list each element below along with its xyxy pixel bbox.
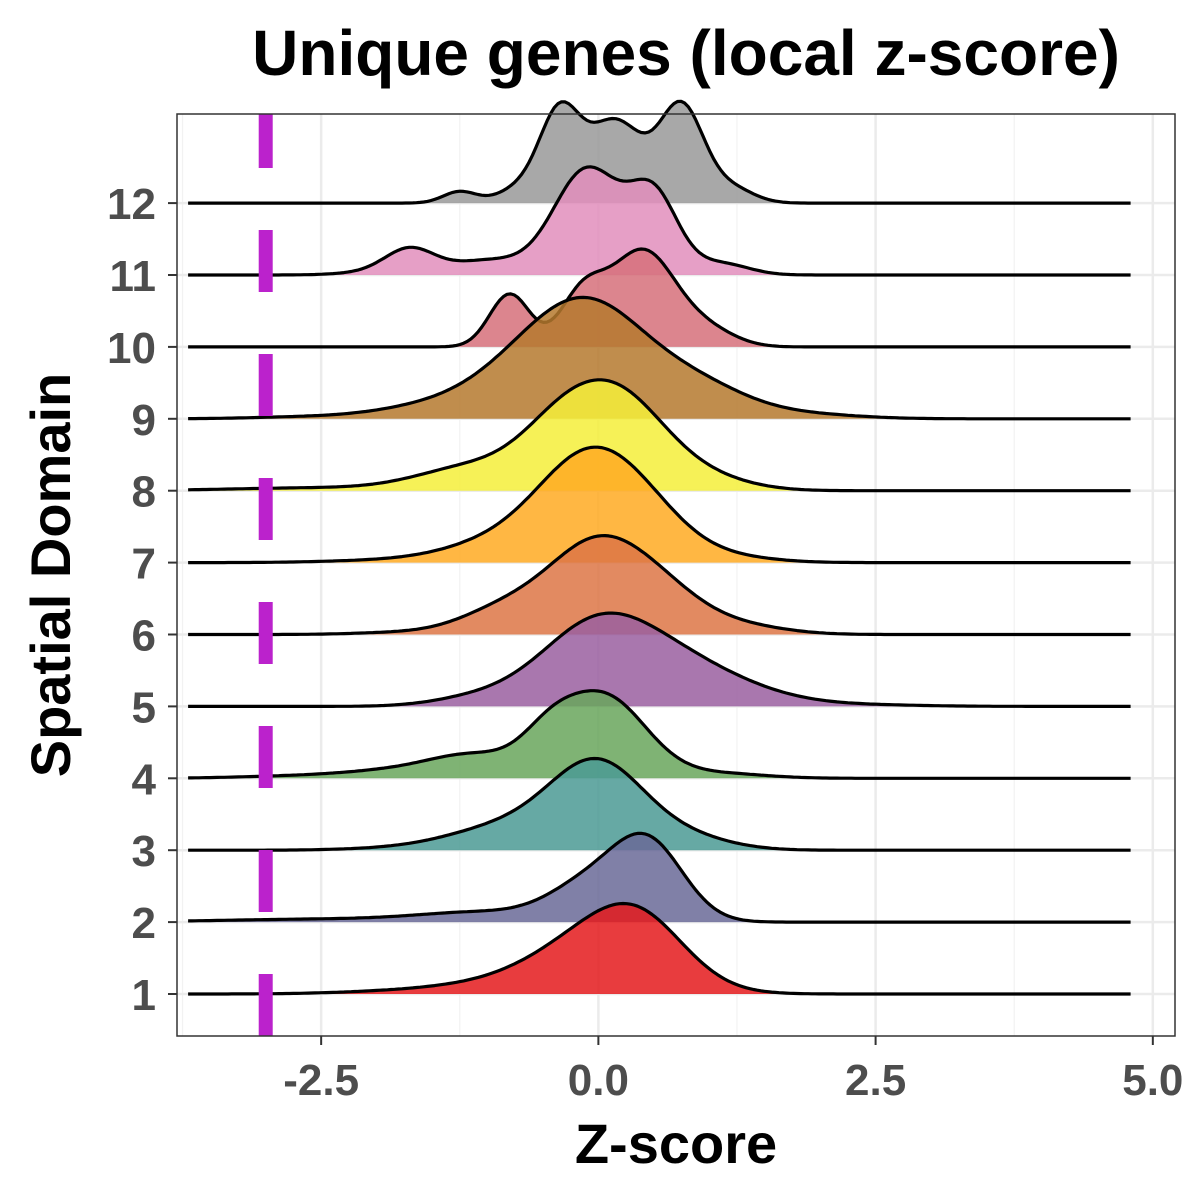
ridge-line-5 [188,611,1131,708]
ridge-line-3 [188,756,1131,852]
ridge-line-10 [188,247,1131,349]
y-tick-label: 7 [132,540,156,589]
ridge-line-1 [188,901,1131,996]
ridge-domain-2 [188,831,1131,924]
chart-title: Unique genes (local z-score) [252,17,1120,89]
ridge-domain-5 [188,611,1131,708]
ridges [188,99,1131,996]
x-tick-label: 0.0 [568,1056,629,1105]
ridge-fill-11 [188,166,1131,275]
y-tick-label: 5 [132,683,156,732]
ridge-line-12 [188,99,1131,205]
plot-panel [176,99,1176,1037]
ridge-fill-10 [188,249,1131,347]
ridge-line-7 [188,445,1131,565]
ridge-fill-3 [188,758,1131,851]
y-tick-label: 4 [132,755,157,804]
y-tick-label: 8 [132,468,156,517]
ridge-line-11 [188,165,1131,277]
ridge-line-6 [188,534,1131,637]
x-tick-label: 5.0 [1122,1056,1183,1105]
ridge-line-9 [188,295,1131,421]
ridge-line-2 [188,831,1131,924]
ridge-fill-12 [188,101,1131,204]
ridge-domain-6 [188,534,1131,637]
ridge-fill-1 [188,903,1131,994]
ridge-fill-5 [188,613,1131,707]
ridge-line-8 [188,378,1131,493]
y-tick-label: 1 [132,971,156,1020]
ridge-fill-2 [188,833,1131,923]
y-tick-label: 6 [132,612,156,661]
x-axis: -2.5 0.0 2.5 5.0 [283,1036,1183,1105]
x-tick-label: 2.5 [845,1056,906,1105]
ridge-domain-4 [188,689,1131,780]
ridge-line-4 [188,689,1131,780]
ridge-domain-12 [188,99,1131,205]
ridge-domain-9 [188,295,1131,421]
y-tick-label: 11 [109,252,156,301]
x-tick-label: -2.5 [283,1056,359,1105]
x-axis-title: Z-score [575,1112,777,1175]
ridge-domain-7 [188,445,1131,565]
ridge-domain-3 [188,756,1131,852]
ridge-fill-4 [188,690,1131,779]
ridge-domain-8 [188,378,1131,493]
ridge-domain-11 [188,165,1131,277]
ridge-domain-1 [188,901,1131,996]
ridge-domain-10 [188,247,1131,349]
ridge-fill-7 [188,447,1131,563]
y-axis-title: Spatial Domain [19,373,82,778]
ridge-fill-8 [188,379,1131,491]
ridge-fill-9 [188,297,1131,419]
y-tick-label: 2 [132,899,156,948]
y-tick-label: 9 [132,396,156,445]
y-tick-label: 12 [107,180,156,229]
panel-border [176,113,1176,1037]
y-tick-label: 10 [107,324,156,373]
ridge-fill-6 [188,535,1131,635]
y-tick-label: 3 [132,827,156,876]
